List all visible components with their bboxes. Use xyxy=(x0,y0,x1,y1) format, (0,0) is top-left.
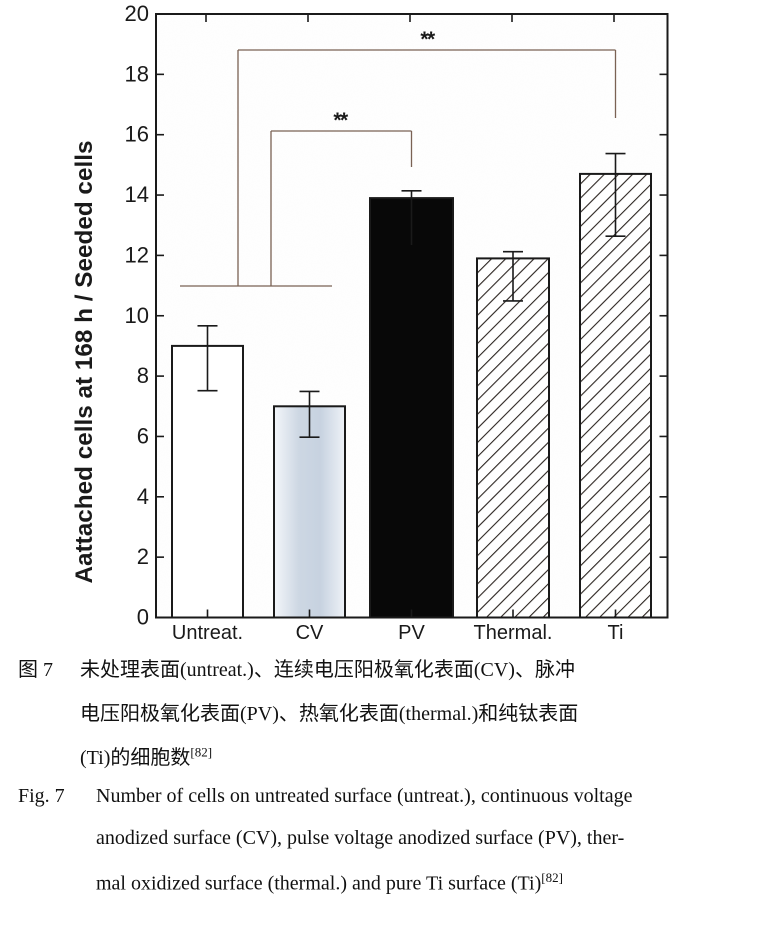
svg-text:20: 20 xyxy=(125,1,149,26)
svg-text:0: 0 xyxy=(137,605,149,630)
svg-text:8: 8 xyxy=(137,363,149,388)
svg-text:6: 6 xyxy=(137,423,149,448)
svg-text:14: 14 xyxy=(125,182,149,207)
svg-text:18: 18 xyxy=(125,61,149,86)
svg-text:**: ** xyxy=(333,109,349,132)
svg-text:16: 16 xyxy=(125,122,149,147)
svg-text:Untreat.: Untreat. xyxy=(172,622,243,644)
svg-text:10: 10 xyxy=(125,303,149,328)
svg-text:4: 4 xyxy=(137,484,149,509)
svg-text:PV: PV xyxy=(398,622,425,644)
svg-text:12: 12 xyxy=(125,242,149,267)
svg-text:Ti: Ti xyxy=(608,622,624,644)
svg-text:**: ** xyxy=(420,28,436,51)
svg-text:Aattached cells at 168 h / See: Aattached cells at 168 h / Seeded cells xyxy=(71,141,98,584)
svg-text:2: 2 xyxy=(137,544,149,569)
svg-text:CV: CV xyxy=(296,622,324,644)
svg-text:Thermal.: Thermal. xyxy=(474,622,553,644)
